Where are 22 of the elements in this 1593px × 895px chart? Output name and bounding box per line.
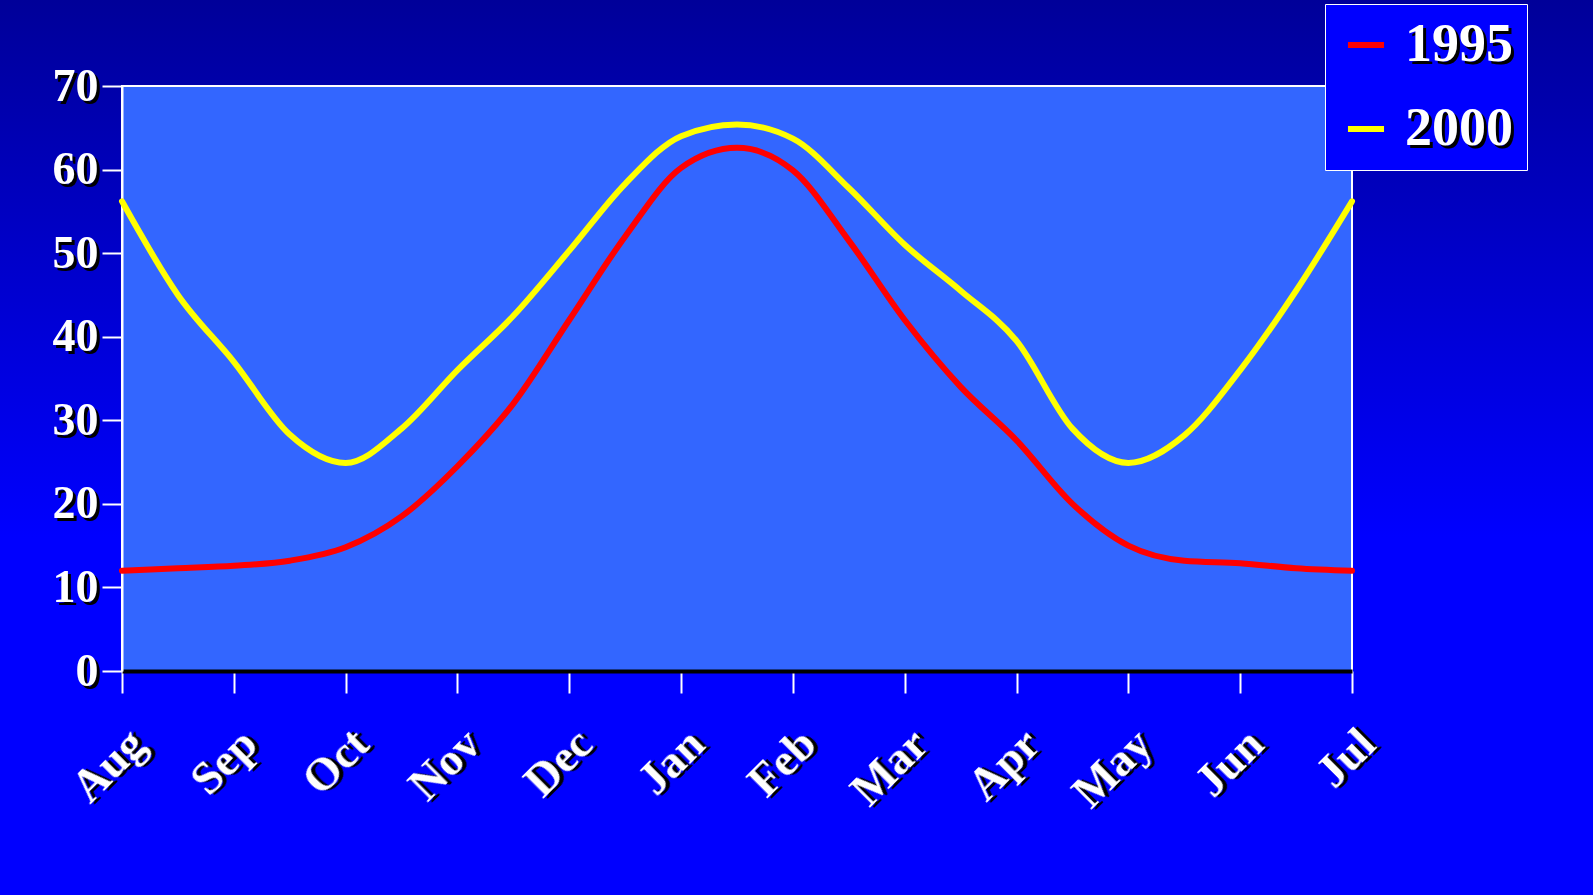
legend-label: 1995: [1405, 13, 1513, 73]
x-tick-label: May: [1062, 717, 1162, 818]
y-tick-label: 30: [52, 393, 99, 445]
y-tick-label: 60: [52, 143, 99, 195]
y-tick-label: 0: [75, 644, 99, 696]
x-tick-label: Nov: [398, 717, 491, 811]
y-tick-label: 50: [52, 226, 99, 278]
x-tick-label: Feb: [737, 717, 826, 807]
legend-label: 2000: [1405, 97, 1513, 157]
x-tick-label: Oct: [292, 717, 380, 805]
x-tick-label: Aug: [61, 717, 156, 812]
x-tick-label: Mar: [840, 717, 938, 816]
x-tick-label: Dec: [513, 717, 603, 807]
y-tick-label: 40: [52, 310, 99, 362]
x-tick-label: Jul: [1305, 717, 1386, 798]
y-tick-label: 70: [52, 59, 99, 111]
x-tick-label: Jan: [627, 717, 715, 805]
x-tick-label: Sep: [180, 717, 267, 805]
x-tick-label: Apr: [957, 717, 1050, 811]
y-tick-label: 10: [52, 560, 99, 612]
y-tick-label: 20: [52, 477, 99, 529]
x-tick-label: Jun: [1184, 717, 1274, 807]
